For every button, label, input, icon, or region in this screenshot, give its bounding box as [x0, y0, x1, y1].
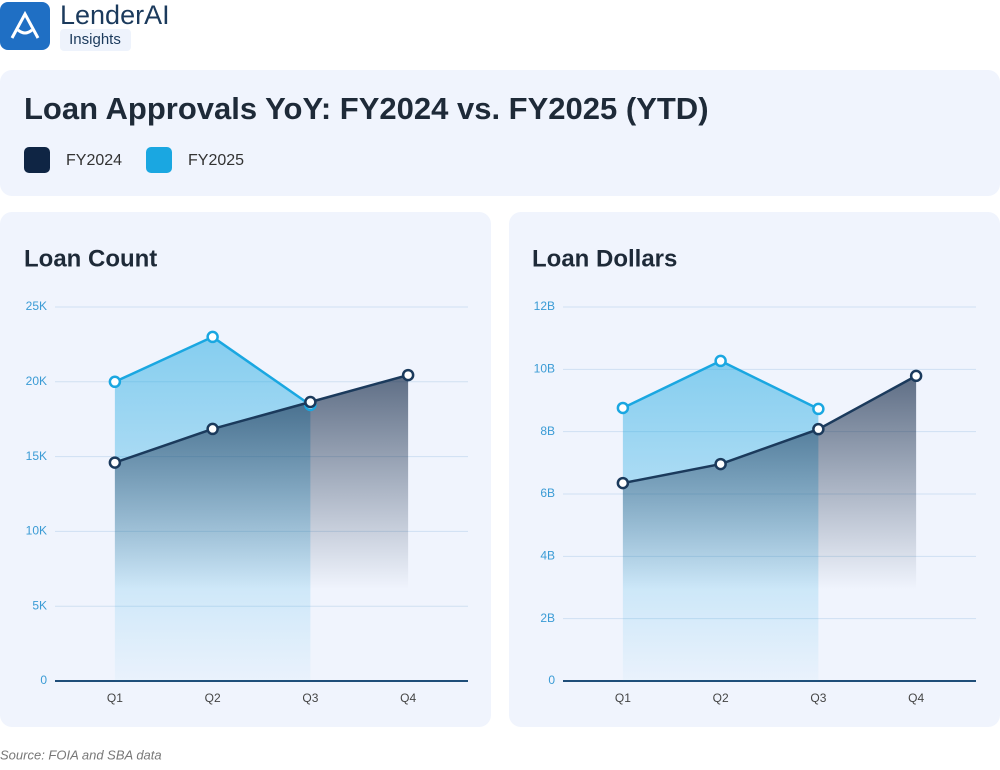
y-tick-label: 0: [548, 673, 555, 687]
area: [622, 375, 917, 681]
y-tick-label: 10K: [26, 524, 47, 538]
y-tick-label: 0: [40, 673, 47, 687]
y-tick-label: 2B: [540, 611, 555, 625]
x-tick-label: Q4: [908, 691, 924, 705]
logo: [0, 2, 50, 50]
x-tick-label: Q1: [615, 691, 631, 705]
x-tick-label: Q2: [205, 691, 221, 705]
point: [714, 457, 727, 471]
page-title: Loan Approvals YoY: FY2024 vs. FY2025 (Y…: [24, 91, 709, 126]
point: [401, 368, 415, 382]
line: [622, 374, 917, 485]
point: [616, 476, 630, 490]
legend-swatch: [24, 147, 50, 173]
point: [206, 330, 219, 344]
point: [909, 369, 923, 383]
point: [714, 354, 727, 368]
y-tick-label: 15K: [26, 449, 47, 463]
point: [616, 401, 630, 415]
tag-pill: [60, 29, 131, 51]
source: Source: FOIA and SBA data: [0, 747, 162, 762]
point: [108, 375, 122, 389]
y-tick-label: 4B: [540, 549, 555, 563]
y-tick-label: 6B: [540, 486, 555, 500]
point: [812, 422, 825, 436]
y-tick-label: 5K: [32, 598, 47, 612]
y-tick-label: 12B: [534, 299, 555, 313]
x-tick-label: Q3: [810, 691, 826, 705]
area: [114, 375, 409, 681]
y-tick-label: 25K: [26, 299, 47, 313]
point: [304, 395, 317, 409]
y-tick-label: 20K: [26, 374, 47, 388]
line: [114, 373, 409, 464]
brand: LenderAI: [60, 0, 170, 30]
chart-title: Loan Dollars: [532, 245, 677, 272]
x-tick-label: Q1: [107, 691, 123, 705]
x-tick-label: Q2: [713, 691, 729, 705]
point: [812, 402, 825, 416]
point: [206, 422, 219, 436]
x-tick-label: Q4: [400, 691, 416, 705]
chart-title: Loan Count: [24, 245, 157, 272]
x-tick-label: Q3: [302, 691, 318, 705]
legend-label: FY2025: [188, 152, 244, 169]
point: [108, 456, 122, 469]
y-tick-label: 8B: [540, 424, 555, 438]
tag: Insights: [69, 31, 121, 48]
logo-icon: [10, 10, 40, 39]
legend-swatch: [146, 147, 172, 173]
legend-label: FY2024: [66, 152, 122, 169]
y-tick-label: 10B: [534, 362, 555, 376]
title-card: [0, 70, 1000, 196]
